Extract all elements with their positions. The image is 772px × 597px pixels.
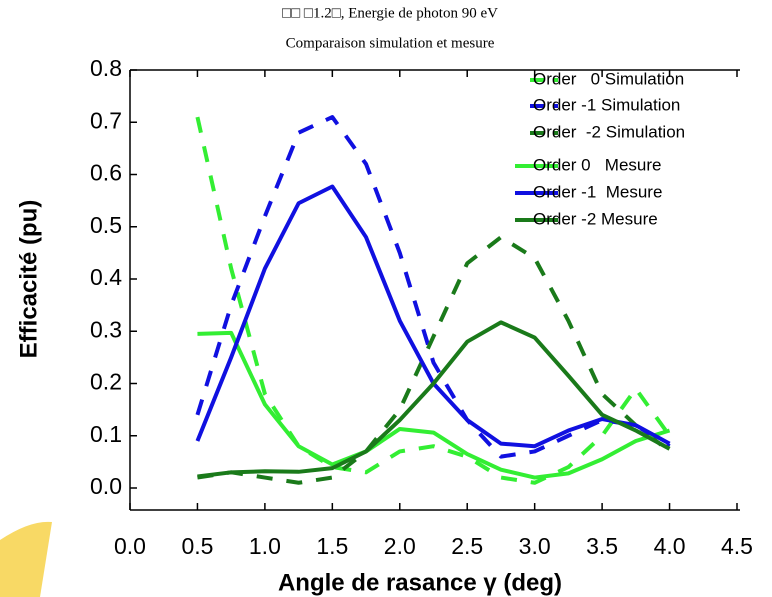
decoration bbox=[0, 521, 52, 597]
chart-subtitle: Comparaison simulation et mesure bbox=[286, 35, 495, 51]
x-tick-label: 2.5 bbox=[451, 533, 483, 559]
chart-title: □□ □1.2□, Energie de photon 90 eV bbox=[282, 5, 498, 21]
series-line bbox=[195, 116, 672, 485]
x-tick-label: 2.0 bbox=[384, 533, 416, 559]
legend-label: Order -1 Simulation bbox=[533, 95, 680, 114]
y-tick-label: 0.1 bbox=[90, 421, 122, 447]
legend-label: Order -2 Mesure bbox=[533, 209, 658, 228]
legend-label: Order -1 Mesure bbox=[533, 182, 662, 201]
y-tick-label: 0.5 bbox=[90, 212, 122, 238]
y-tick-label: 0.3 bbox=[90, 316, 122, 342]
y-axis-label: Efficacité (pu) bbox=[15, 200, 42, 359]
x-tick-label: 1.0 bbox=[249, 533, 281, 559]
x-tick-label: 3.5 bbox=[586, 533, 618, 559]
axes bbox=[129, 69, 740, 511]
y-tick-label: 0.2 bbox=[90, 369, 122, 395]
x-tick-label: 3.0 bbox=[519, 533, 551, 559]
series-line bbox=[197, 330, 671, 480]
y-tick-label: 0.8 bbox=[90, 55, 122, 81]
x-tick-label: 0.5 bbox=[181, 533, 213, 559]
x-tick-label: 0.0 bbox=[114, 533, 146, 559]
legend-label: Order 0 Mesure bbox=[533, 155, 662, 174]
x-tick-label: 4.0 bbox=[654, 533, 686, 559]
y-tick-label: 0.6 bbox=[90, 160, 122, 186]
series-line bbox=[197, 320, 671, 479]
x-tick-label: 1.5 bbox=[316, 533, 348, 559]
x-tick-label: 4.5 bbox=[721, 533, 753, 559]
x-axis-label: Angle de rasance γ (deg) bbox=[278, 569, 562, 596]
series-line bbox=[197, 235, 671, 485]
legend-label: Order -2 Simulation bbox=[533, 122, 685, 141]
series-line bbox=[195, 115, 671, 459]
legend-label: Order 0 Simulation bbox=[533, 69, 684, 88]
y-tick-label: 0.0 bbox=[90, 473, 122, 499]
y-tick-label: 0.4 bbox=[90, 264, 122, 290]
y-tick-label: 0.7 bbox=[90, 107, 122, 133]
